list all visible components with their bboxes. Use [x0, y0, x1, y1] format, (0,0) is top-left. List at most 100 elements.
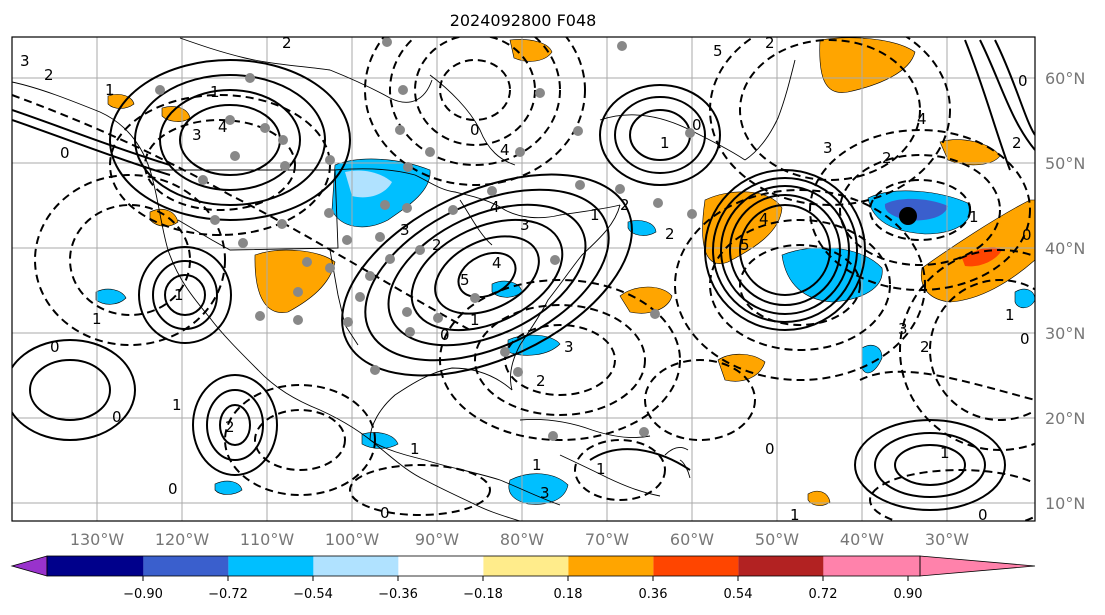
- lon-label: 100°W: [325, 530, 380, 549]
- contour-labels: 3 2 1 0 1 3 4 2 0 4 5 2 3 3 4 1 2 2 4 5 …: [20, 34, 1032, 524]
- colorbar-tick-label: −0.18: [463, 587, 503, 602]
- contour-label: 3: [823, 139, 833, 157]
- positive-field-east-atlantic-core: [962, 247, 1002, 267]
- contour-label: 1: [174, 286, 184, 304]
- contour-label: 0: [978, 506, 988, 524]
- contour-label: 1: [410, 440, 420, 458]
- colorbar-bin: [568, 556, 654, 576]
- lon-label: 80°W: [500, 530, 544, 549]
- contour-label: 4: [917, 110, 927, 128]
- colorbar-bin: [228, 556, 314, 576]
- negative-field-central-america: [508, 473, 569, 505]
- contour-label: 1: [1005, 306, 1015, 324]
- contour-label: 2: [44, 66, 54, 84]
- contour-label: 0: [50, 338, 60, 356]
- positive-field-iceland: [939, 139, 1001, 166]
- contour-label: 0: [440, 326, 450, 344]
- contour-label: 0: [1018, 72, 1028, 90]
- contour-label: 1: [940, 444, 950, 462]
- contour-label: 4: [759, 210, 769, 228]
- lat-label: 30°N: [1045, 324, 1085, 343]
- contour-label: 1: [596, 460, 606, 478]
- colorbar-tick-label: −0.36: [378, 587, 418, 602]
- negative-field-gulf: [361, 432, 399, 449]
- positive-contours: [12, 39, 1035, 511]
- contour-label: 0: [470, 121, 480, 139]
- colorbar-bin: [653, 556, 739, 576]
- contour-label: 1: [590, 206, 600, 224]
- map-frame: [11, 36, 1036, 522]
- colorbar-tick-label: −0.90: [123, 587, 163, 602]
- contour-label: 1: [470, 311, 480, 329]
- coastlines: [12, 37, 796, 521]
- positive-field-central-atlantic: [619, 286, 673, 314]
- negative-field-plains-light: [345, 170, 392, 198]
- lat-label: 20°N: [1045, 409, 1085, 428]
- positive-field-southwest: [254, 249, 336, 313]
- contour-label: 3: [540, 484, 550, 502]
- contour-label: 2: [1012, 134, 1022, 152]
- lon-label: 110°W: [240, 530, 295, 549]
- contour-label: 1: [660, 134, 670, 152]
- contour-label: 2: [765, 34, 775, 52]
- colorbar-extend-low: [10, 555, 48, 577]
- shaded-fields: [95, 37, 1035, 506]
- map-area: 3 2 1 0 1 3 4 2 0 4 5 2 3 3 4 1 2 2 4 5 …: [12, 34, 1035, 524]
- contour-label: 0: [380, 504, 390, 522]
- contour-label: 0: [692, 116, 702, 134]
- colorbar-bin: [823, 556, 920, 576]
- colorbar-bin: [483, 556, 569, 576]
- contour-label: 5: [740, 236, 750, 254]
- map-title: 2024092800 F048: [450, 11, 597, 30]
- contour-label: 2: [225, 418, 235, 436]
- positive-field-subtropics: [717, 353, 766, 382]
- lat-label: 40°N: [1045, 239, 1085, 258]
- colorbar-tick-label: 0.54: [724, 587, 753, 602]
- positive-field-california: [149, 209, 179, 227]
- negative-field-baja: [214, 480, 243, 495]
- lat-label: 50°N: [1045, 154, 1085, 173]
- contour-label: 0: [1020, 330, 1030, 348]
- colorbar-tick-label: −0.54: [293, 587, 333, 602]
- contour-label: 3: [192, 126, 202, 144]
- contour-label: 1: [969, 208, 979, 226]
- lon-label: 30°W: [925, 530, 969, 549]
- contour-label: 1: [790, 506, 800, 524]
- lon-label: 130°W: [70, 530, 125, 549]
- colorbar-tick-label: 0.72: [809, 587, 838, 602]
- colorbar-bin: [738, 556, 824, 576]
- contour-label: 1: [92, 310, 102, 328]
- longitude-labels: 130°W 120°W 110°W 100°W 90°W 80°W 70°W 6…: [70, 530, 969, 549]
- contour-label: 4: [492, 254, 502, 272]
- contour-label: 4: [218, 118, 228, 136]
- contour-label: 2: [620, 196, 630, 214]
- contour-label: 3: [520, 216, 530, 234]
- colorbar-tick-label: 0.36: [639, 587, 668, 602]
- colorbar: −0.90 −0.72 −0.54 −0.36 −0.18 0.18 0.36 …: [10, 555, 1036, 602]
- negative-field-east: [1014, 288, 1035, 309]
- contour-label: 1: [532, 456, 542, 474]
- contour-label: 0: [1022, 226, 1032, 244]
- contour-label: 0: [168, 480, 178, 498]
- latitude-labels: 60°N 50°N 40°N 30°N 20°N 10°N: [1045, 69, 1085, 513]
- station-dots: [155, 37, 697, 441]
- contour-label: 0: [765, 440, 775, 458]
- lat-label: 10°N: [1045, 494, 1085, 513]
- contour-label: 3: [564, 338, 574, 356]
- contour-label: 1: [210, 83, 220, 101]
- colorbar-bin: [313, 556, 399, 576]
- contour-label: 3: [898, 320, 908, 338]
- lon-label: 50°W: [755, 530, 799, 549]
- lon-label: 60°W: [670, 530, 714, 549]
- lat-label: 60°N: [1045, 69, 1085, 88]
- lon-label: 70°W: [585, 530, 629, 549]
- lon-label: 40°W: [840, 530, 884, 549]
- contour-label: 2: [282, 34, 292, 52]
- contour-label: 2: [536, 372, 546, 390]
- contour-label: 2: [665, 225, 675, 243]
- colorbar-bin: [398, 556, 484, 576]
- contour-label: 2: [920, 338, 930, 356]
- colorbar-bin: [47, 556, 144, 576]
- contour-label: 0: [60, 144, 70, 162]
